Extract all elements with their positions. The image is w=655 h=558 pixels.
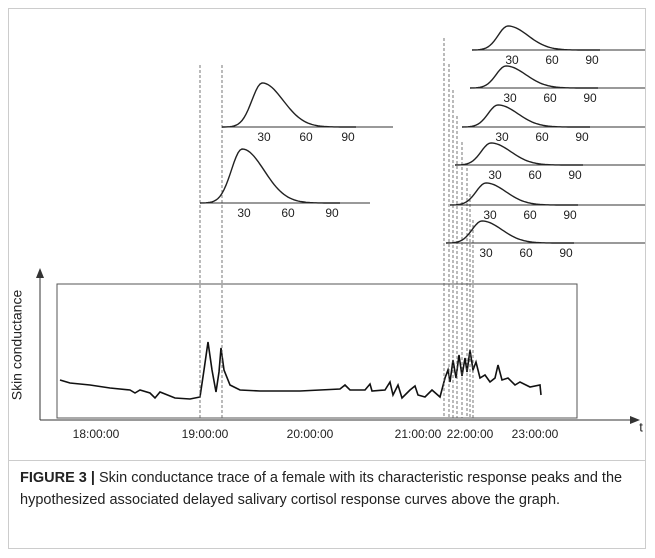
figure-frame bbox=[8, 8, 646, 549]
curve-tick-label: 60 bbox=[281, 206, 295, 220]
x-axis-arrow bbox=[630, 416, 640, 424]
curve-tick-label: 90 bbox=[568, 168, 582, 182]
curve-tick-label: 30 bbox=[479, 246, 493, 260]
x-axis-label: t bbox=[639, 419, 643, 434]
curve-tick-label: 90 bbox=[325, 206, 339, 220]
curve-tick-label: 60 bbox=[545, 53, 559, 67]
curve-tick-label: 90 bbox=[341, 130, 355, 144]
curve-tick-label: 60 bbox=[528, 168, 542, 182]
curve-tick-label: 90 bbox=[575, 130, 589, 144]
curve-tick-label: 30 bbox=[257, 130, 271, 144]
figure-graphic: Skin conductance t 18:00:00 19:00:00 20:00… bbox=[9, 25, 645, 441]
conductance-trace bbox=[59, 341, 542, 400]
x-tick-label: 22:00:00 bbox=[447, 427, 494, 441]
x-tick-label: 21:00:00 bbox=[395, 427, 442, 441]
curve-tick-label: 90 bbox=[559, 246, 573, 260]
curve-tick-label: 30 bbox=[488, 168, 502, 182]
caption-separator bbox=[8, 460, 646, 461]
x-tick-label: 23:00:00 bbox=[512, 427, 559, 441]
curve-tick-label: 30 bbox=[503, 91, 517, 105]
plot-box bbox=[56, 283, 578, 419]
response-curve bbox=[461, 104, 590, 128]
y-axis-label: Skin conductance bbox=[9, 290, 25, 401]
curve-tick-label: 90 bbox=[585, 53, 599, 67]
curve-tick-label: 30 bbox=[237, 206, 251, 220]
curve-tick-label: 90 bbox=[563, 208, 577, 222]
response-curve bbox=[454, 142, 583, 166]
response-curve bbox=[469, 65, 598, 89]
caption: FIGURE 3 | Skin conductance trace of a f… bbox=[20, 467, 640, 511]
caption-text: Skin conductance trace of a female with … bbox=[20, 470, 623, 508]
response-curve bbox=[471, 25, 600, 51]
curve-tick-label: 30 bbox=[483, 208, 497, 222]
response-curve bbox=[445, 220, 574, 244]
curve-tick-label: 60 bbox=[523, 208, 537, 222]
curve-tick-label: 60 bbox=[543, 91, 557, 105]
response-curve bbox=[449, 182, 578, 206]
curve-tick-label: 90 bbox=[583, 91, 597, 105]
x-tick-label: 19:00:00 bbox=[182, 427, 229, 441]
x-tick-label: 20:00:00 bbox=[287, 427, 334, 441]
caption-label: FIGURE 3 | bbox=[20, 470, 95, 486]
curve-tick-label: 30 bbox=[505, 53, 519, 67]
curve-tick-label: 60 bbox=[535, 130, 549, 144]
y-axis-arrow bbox=[36, 268, 44, 278]
curve-tick-label: 60 bbox=[519, 246, 533, 260]
curve-tick-label: 60 bbox=[299, 130, 313, 144]
response-curve bbox=[199, 148, 340, 204]
response-curve bbox=[222, 82, 356, 128]
x-tick-label: 18:00:00 bbox=[73, 427, 120, 441]
curve-tick-label: 30 bbox=[495, 130, 509, 144]
